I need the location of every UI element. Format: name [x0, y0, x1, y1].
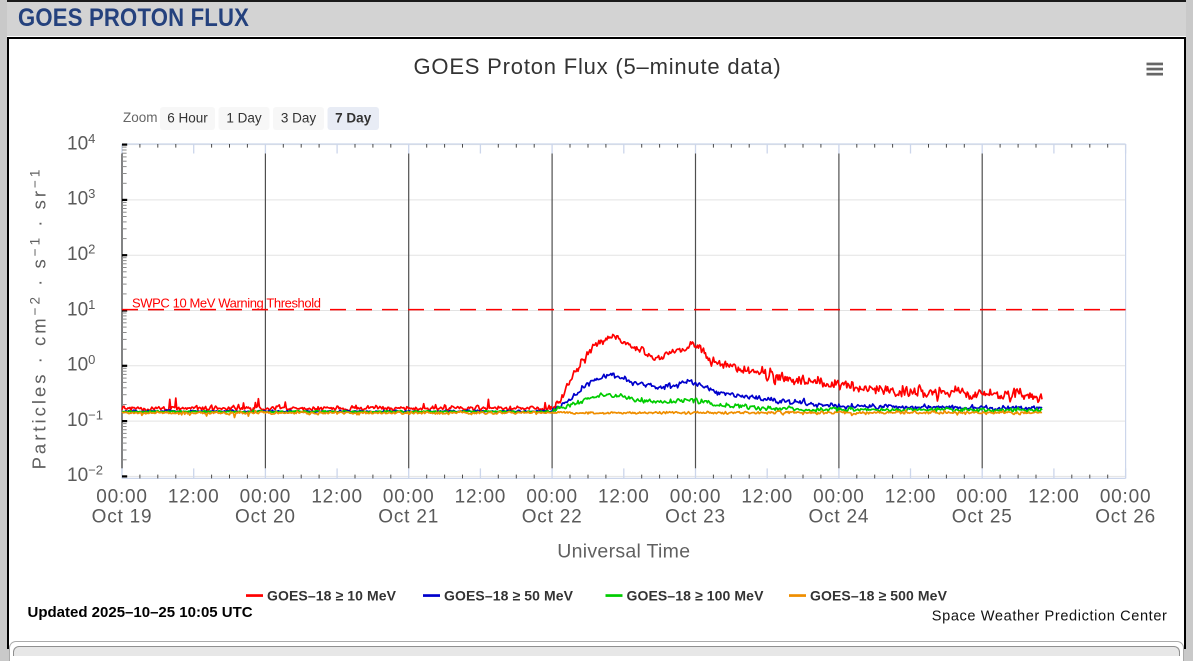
svg-text:Space Weather Prediction Cente: Space Weather Prediction Center — [932, 609, 1168, 625]
svg-text:12:00: 12:00 — [885, 487, 937, 508]
svg-text:12:00: 12:00 — [598, 487, 650, 508]
svg-text:7 Day: 7 Day — [335, 111, 372, 126]
svg-text:10−2: 10−2 — [67, 463, 103, 487]
svg-text:00:00: 00:00 — [526, 487, 578, 508]
svg-text:Oct 21: Oct 21 — [378, 507, 439, 528]
svg-text:00:00: 00:00 — [670, 487, 722, 508]
svg-text:00:00: 00:00 — [240, 487, 292, 508]
svg-text:102: 102 — [67, 242, 95, 266]
svg-text:103: 103 — [67, 186, 95, 210]
svg-text:GOES–18 ≥ 10 MeV: GOES–18 ≥ 10 MeV — [267, 588, 397, 604]
svg-text:Oct 22: Oct 22 — [522, 507, 583, 528]
svg-text:00:00: 00:00 — [813, 487, 865, 508]
svg-text:Updated 2025–10–25 10:05 UTC: Updated 2025–10–25 10:05 UTC — [28, 604, 253, 621]
svg-text:Oct 20: Oct 20 — [235, 507, 296, 528]
svg-text:00:00: 00:00 — [96, 487, 148, 508]
svg-text:00:00: 00:00 — [1100, 487, 1152, 508]
svg-text:GOES–18 ≥ 100 MeV: GOES–18 ≥ 100 MeV — [627, 588, 765, 604]
svg-text:Oct 24: Oct 24 — [809, 507, 870, 528]
svg-text:10−1: 10−1 — [67, 407, 103, 431]
svg-text:SWPC 10 MeV Warning Threshold: SWPC 10 MeV Warning Threshold — [132, 296, 321, 311]
svg-text:Zoom: Zoom — [123, 110, 158, 125]
svg-text:1 Day: 1 Day — [226, 111, 262, 126]
svg-text:6 Hour: 6 Hour — [167, 111, 208, 126]
svg-text:00:00: 00:00 — [383, 487, 435, 508]
svg-text:Particles · cm−2 · s−1 · sr−1: Particles · cm−2 · s−1 · sr−1 — [28, 167, 50, 470]
svg-text:Oct 19: Oct 19 — [92, 507, 153, 528]
svg-text:12:00: 12:00 — [455, 487, 507, 508]
svg-text:Universal Time: Universal Time — [557, 541, 690, 563]
svg-text:Oct 25: Oct 25 — [952, 507, 1013, 528]
svg-text:12:00: 12:00 — [311, 487, 363, 508]
svg-text:12:00: 12:00 — [741, 487, 793, 508]
svg-text:Oct 26: Oct 26 — [1095, 507, 1156, 528]
svg-text:GOES–18 ≥ 500 MeV: GOES–18 ≥ 500 MeV — [810, 588, 948, 604]
svg-text:12:00: 12:00 — [1028, 487, 1080, 508]
svg-text:3 Day: 3 Day — [281, 111, 317, 126]
svg-text:Oct 23: Oct 23 — [665, 507, 726, 528]
svg-text:104: 104 — [67, 131, 95, 155]
svg-text:00:00: 00:00 — [956, 487, 1008, 508]
svg-text:101: 101 — [67, 297, 95, 321]
svg-text:100: 100 — [67, 352, 95, 376]
svg-text:12:00: 12:00 — [168, 487, 220, 508]
svg-text:GOES–18 ≥ 50 MeV: GOES–18 ≥ 50 MeV — [444, 588, 574, 604]
svg-text:GOES Proton Flux (5–minute dat: GOES Proton Flux (5–minute data) — [414, 54, 782, 79]
